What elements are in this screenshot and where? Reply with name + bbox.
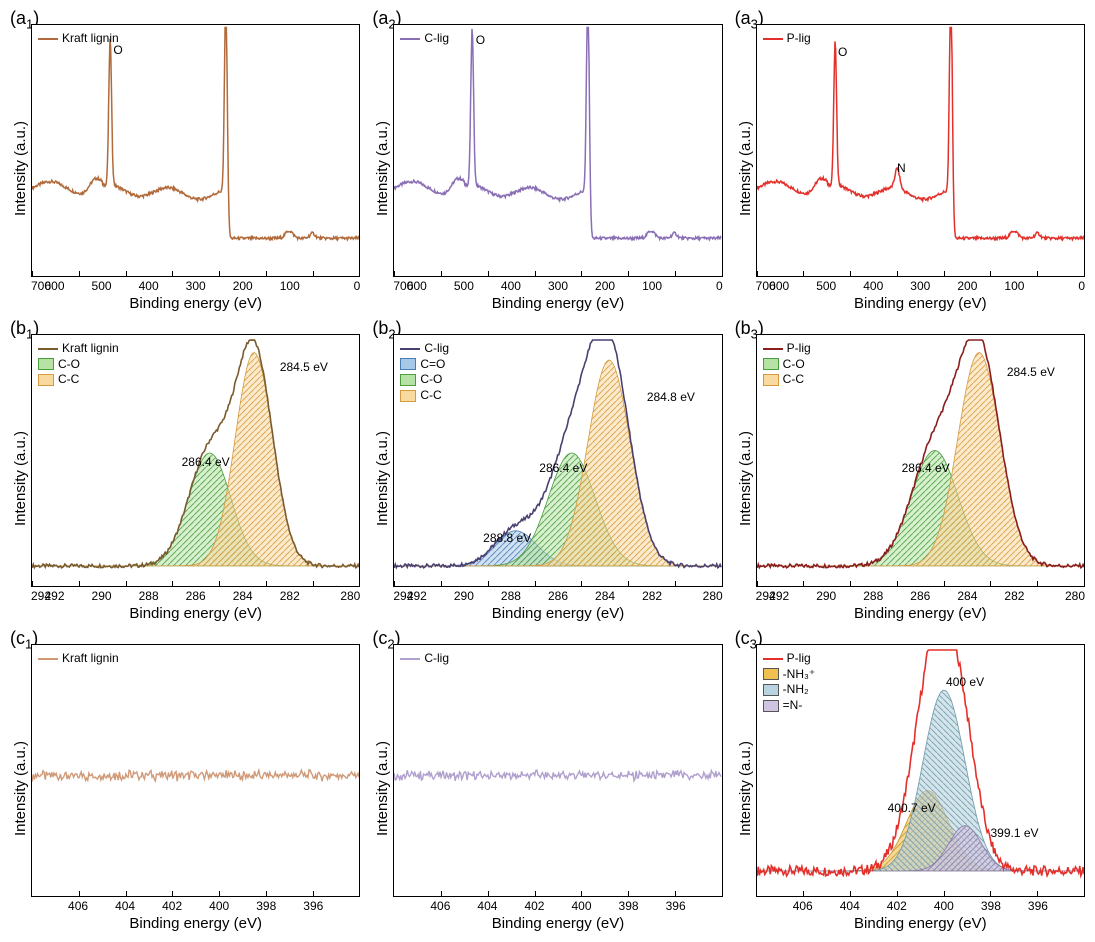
panel: (b1)Intensity (a.u.) Kraft ligninC-OC-C2…: [10, 320, 360, 622]
panel: (a3)Intensity (a.u.)P-ligOCN700600500400…: [735, 10, 1085, 312]
panel: (c1)Intensity (a.u.) Kraft lignin4064044…: [10, 630, 360, 932]
y-axis-label: Intensity (a.u.): [10, 24, 31, 312]
plot-area: C-ligC=OC-OC-C288.8 eV286.4 eV284.8 eV: [393, 334, 722, 587]
legend: C-lig: [398, 649, 451, 669]
legend: P-lig-NH₃⁺-NH₂=N-: [761, 649, 818, 715]
x-axis-label: Binding energy (eV): [31, 603, 360, 622]
x-tick-labels: 406404402400398396: [31, 897, 360, 913]
x-tick-labels: 294292290288286284282280: [393, 587, 722, 603]
x-tick-labels: 406404402400398396: [393, 897, 722, 913]
panel: (c3)Intensity (a.u.)400.7 eV400 eV399.1 …: [735, 630, 1085, 932]
y-axis-label: Intensity (a.u.): [372, 644, 393, 932]
figure-grid: (a1)Intensity (a.u.)Kraft ligninOC700600…: [10, 10, 1085, 932]
x-tick-labels: 7006005004003002001000: [31, 277, 360, 293]
x-axis-label: Binding energy (eV): [756, 603, 1085, 622]
legend: P-lig: [761, 29, 813, 49]
y-axis-label: Intensity (a.u.): [735, 24, 756, 312]
legend: P-ligC-OC-C: [761, 339, 813, 390]
y-axis-label: Intensity (a.u.): [735, 644, 756, 932]
x-tick-labels: 294292290288286284282280: [756, 587, 1085, 603]
plot-area: Kraft lignin: [31, 644, 360, 897]
legend: Kraft lignin: [36, 29, 121, 49]
y-axis-label: Intensity (a.u.): [10, 334, 31, 622]
x-axis-label: Binding energy (eV): [31, 913, 360, 932]
x-axis-label: Binding energy (eV): [31, 293, 360, 312]
panel: (a1)Intensity (a.u.)Kraft ligninOC700600…: [10, 10, 360, 312]
panel: (b3)Intensity (a.u.) P-ligC-OC-C286.4 eV…: [735, 320, 1085, 622]
plot-area: P-ligC-OC-C286.4 eV284.5 eV: [756, 334, 1085, 587]
y-axis-label: Intensity (a.u.): [372, 24, 393, 312]
x-axis-label: Binding energy (eV): [756, 913, 1085, 932]
legend: Kraft ligninC-OC-C: [36, 339, 121, 390]
x-tick-labels: 7006005004003002001000: [393, 277, 722, 293]
y-axis-label: Intensity (a.u.): [372, 334, 393, 622]
plot-area: C-ligOC: [393, 24, 722, 277]
plot-area: C-lig: [393, 644, 722, 897]
plot-area: P-ligOCN: [756, 24, 1085, 277]
panel: (a2)Intensity (a.u.)C-ligOC7006005004003…: [372, 10, 722, 312]
plot-area: 400.7 eV400 eV399.1 eV P-lig-NH₃⁺-NH₂=N-: [756, 644, 1085, 897]
y-axis-label: Intensity (a.u.): [10, 644, 31, 932]
legend: C-ligC=OC-OC-C: [398, 339, 451, 405]
legend: Kraft lignin: [36, 649, 121, 669]
x-tick-labels: 294292290288286284282280: [31, 587, 360, 603]
plot-area: Kraft ligninC-OC-C286.4 eV284.5 eV: [31, 334, 360, 587]
plot-area: Kraft ligninOC: [31, 24, 360, 277]
x-tick-labels: 7006005004003002001000: [756, 277, 1085, 293]
x-axis-label: Binding energy (eV): [393, 603, 722, 622]
x-tick-labels: 406404402400398396: [756, 897, 1085, 913]
legend: C-lig: [398, 29, 451, 49]
x-axis-label: Binding energy (eV): [756, 293, 1085, 312]
y-axis-label: Intensity (a.u.): [735, 334, 756, 622]
x-axis-label: Binding energy (eV): [393, 293, 722, 312]
x-axis-label: Binding energy (eV): [393, 913, 722, 932]
panel: (b2)Intensity (a.u.) C-ligC=OC-OC-C288.8…: [372, 320, 722, 622]
panel: (c2)Intensity (a.u.) C-lig40640440240039…: [372, 630, 722, 932]
